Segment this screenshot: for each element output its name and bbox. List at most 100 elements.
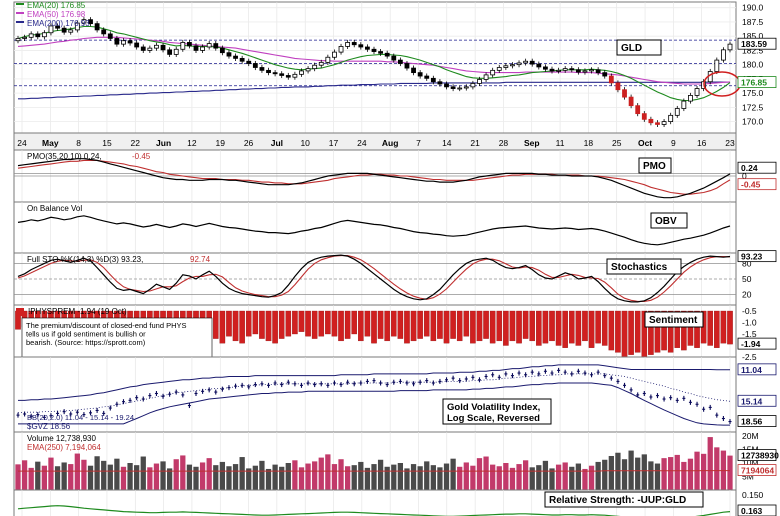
volume-bar-56 — [384, 466, 390, 490]
sentiment-bar-106 — [714, 310, 720, 348]
sentiment-bar-83 — [562, 310, 568, 348]
price-candle-body-10 — [81, 19, 87, 24]
volume-bar-52 — [358, 461, 364, 490]
gvz-last-label: 18.56 — [741, 417, 763, 427]
sentiment-bar-80 — [542, 310, 549, 344]
sentiment-y-tick-2: -1.5 — [742, 329, 757, 339]
price-legend-0: EMA(20) 176.85 — [27, 1, 86, 10]
price-candle-body-31 — [219, 47, 225, 54]
price-candle-body-47 — [325, 56, 331, 63]
price-candle-body-95 — [641, 113, 647, 120]
gvz-annotation-line-0: Gold Volatility Index, — [447, 402, 540, 413]
volume-bar-104 — [700, 453, 707, 490]
price-candle-body-60 — [411, 67, 416, 74]
volume-bar-86 — [582, 468, 588, 490]
price-candle-body-83 — [562, 68, 568, 71]
volume-bar-18 — [134, 465, 140, 490]
sentiment-bar-60 — [410, 310, 417, 342]
volume-bar-99 — [668, 457, 674, 490]
volume-bar-58 — [397, 463, 404, 490]
price-candle-body-100 — [674, 108, 680, 116]
price-candle-body-67 — [457, 87, 463, 90]
volume-bar-92 — [621, 459, 628, 490]
volume-bar-20 — [147, 467, 153, 490]
volume-bar-60 — [410, 464, 417, 490]
x-tick-0: 24 — [17, 138, 27, 148]
ema20-last-label-box — [737, 76, 777, 88]
price-candle-body-92 — [622, 89, 627, 98]
volume-bar-97 — [654, 463, 661, 490]
price-legend-1: EMA(50) 176.98 — [27, 10, 86, 19]
sentiment-bar-42 — [292, 310, 298, 335]
volume-bar-10 — [81, 459, 87, 490]
sentiment-bar-46 — [318, 310, 325, 337]
gvz-last-label-box — [737, 415, 777, 427]
price-candle-body-53 — [365, 46, 370, 50]
volume-legend-0: Volume 12,738,930 — [27, 434, 96, 443]
pmo-legend-0: PMO(35,20,10) 0.24, — [27, 152, 102, 161]
price-candle-body-44 — [305, 68, 311, 72]
price-legend-2: EMA(200) 176.93 — [27, 19, 90, 28]
sentiment-bar-103 — [694, 310, 700, 348]
price-candle-body-107 — [721, 49, 726, 61]
volume-bar-38 — [265, 468, 272, 490]
sentiment-bar-59 — [404, 310, 410, 344]
volume-bar-105 — [707, 437, 713, 490]
sentiment-legend-0: !PHYSPREM -1.94 (19 Oct) — [28, 307, 127, 316]
volume-bar-77 — [522, 460, 529, 490]
price-candle-body-50 — [345, 42, 351, 47]
x-tick-20: 18 — [584, 138, 594, 148]
volume-bar-13 — [101, 460, 107, 490]
volume-bar-45 — [312, 461, 318, 490]
sentiment-bar-50 — [344, 310, 351, 339]
volume-bar-81 — [549, 468, 555, 490]
volume-bar-27 — [193, 466, 199, 490]
gvz-bb-mid-label: 15.14 — [741, 396, 763, 406]
sentiment-bar-86 — [582, 310, 588, 342]
price-candle-body-25 — [180, 42, 186, 50]
rs-y-tick-0: 0.150 — [742, 490, 764, 500]
volume-bar-83 — [562, 462, 568, 490]
sentiment-y-tick-0: -0.5 — [742, 306, 757, 316]
volume-bar-94 — [635, 457, 641, 490]
price-y-tick-2: 185.0 — [742, 31, 764, 41]
sentiment-bar-43 — [298, 310, 305, 332]
volume-ema-last-label-box — [737, 464, 777, 476]
sentiment-bar-34 — [239, 310, 245, 344]
price-candle-body-24 — [173, 48, 179, 55]
price-candle-body-45 — [312, 64, 318, 70]
price-candle-body-52 — [358, 44, 364, 48]
sentiment-note-line-1: tells us if gold sentiment is bullish or — [26, 330, 146, 339]
volume-bar-24 — [173, 459, 179, 490]
sentiment-bar-45 — [311, 310, 318, 339]
volume-bar-89 — [602, 459, 608, 490]
price-candle-body-13 — [101, 29, 107, 35]
volume-bar-4 — [41, 465, 48, 490]
volume-y-tick-3: 5M — [742, 472, 754, 482]
sentiment-bar-56 — [384, 310, 390, 342]
price-candle-body-99 — [668, 114, 674, 123]
x-tick-21: 25 — [612, 138, 622, 148]
volume-bar-106 — [714, 447, 720, 490]
price-candle-body-43 — [299, 70, 304, 75]
volume-bar-25 — [180, 455, 186, 490]
price-candle-body-74 — [503, 65, 509, 68]
volume-bar-31 — [219, 461, 226, 490]
price-candle-body-61 — [417, 72, 423, 77]
price-legend-swatch-1 — [16, 12, 24, 14]
x-tick-24: 16 — [697, 138, 707, 148]
volume-bar-62 — [424, 461, 430, 490]
price-candle-body-4 — [41, 32, 47, 38]
obv-annotation-text: OBV — [655, 216, 677, 227]
volume-bar-65 — [443, 463, 450, 490]
rs-annotation-box — [544, 491, 704, 508]
sto-annotation-text: Stochastics — [611, 262, 668, 273]
price-candle-body-102 — [688, 95, 693, 102]
price-candle-body-79 — [536, 63, 542, 68]
sto-y-tick-0: 80 — [742, 258, 752, 268]
sentiment-bar-89 — [601, 310, 608, 346]
volume-bar-32 — [226, 466, 232, 490]
price-candle-body-41 — [285, 75, 291, 78]
volume-bar-72 — [490, 464, 496, 490]
